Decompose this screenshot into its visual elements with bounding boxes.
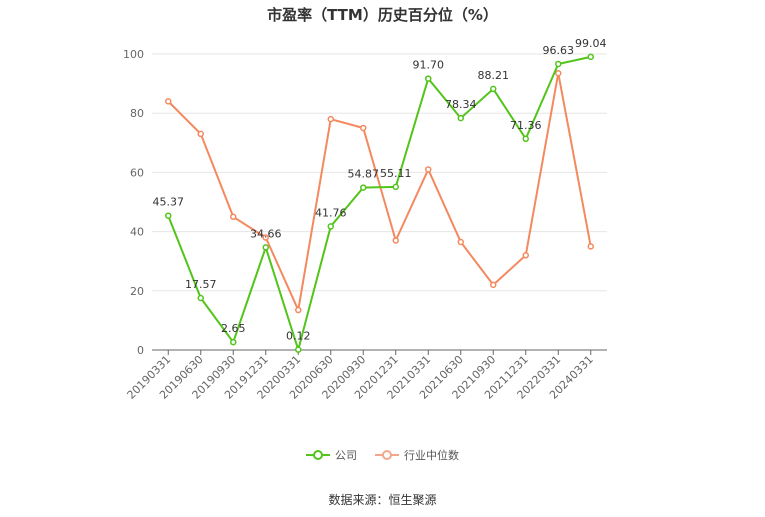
legend-line-icon bbox=[375, 450, 399, 460]
data-point-company bbox=[392, 183, 399, 191]
data-point-industry bbox=[327, 115, 334, 123]
data-label: 45.37 bbox=[153, 196, 185, 209]
series-line-company bbox=[167, 55, 591, 354]
data-point-company bbox=[262, 244, 269, 251]
data-point-industry bbox=[457, 238, 464, 246]
data-point-company bbox=[587, 53, 594, 61]
data-point-industry bbox=[587, 243, 594, 250]
line-chart: 0 20 40 60 80 100 201903312019063020190930201… bbox=[123, 37, 607, 402]
chart-title: 市盈率（TTM）历史百分位（%） bbox=[267, 6, 498, 24]
data-label: 17.57 bbox=[185, 278, 217, 291]
data-point-industry bbox=[230, 213, 237, 221]
series-layer bbox=[165, 53, 594, 354]
data-label: 55.11 bbox=[380, 167, 412, 180]
data-label: 88.21 bbox=[478, 69, 510, 82]
data-point-company bbox=[197, 294, 204, 302]
data-point-company bbox=[295, 346, 302, 353]
y-tick-label: 100 bbox=[123, 48, 144, 61]
data-label: 34.66 bbox=[250, 227, 282, 240]
data-point-industry bbox=[295, 306, 302, 314]
data-label: 2.65 bbox=[221, 322, 246, 335]
data-point-industry bbox=[522, 252, 529, 259]
data-point-industry bbox=[490, 281, 497, 289]
legend-line-icon bbox=[306, 450, 330, 460]
data-point-industry bbox=[262, 234, 269, 241]
data-point-industry bbox=[555, 69, 562, 77]
series-line-industry bbox=[167, 73, 592, 314]
data-point-company bbox=[490, 85, 497, 93]
data-label: 0.12 bbox=[286, 330, 311, 343]
legend-item-company[interactable]: 公司 bbox=[306, 447, 357, 463]
y-axis: 0 20 40 60 80 100 bbox=[123, 48, 144, 357]
data-point-company bbox=[425, 75, 432, 82]
y-tick-label: 0 bbox=[137, 344, 144, 357]
data-point-industry bbox=[165, 98, 172, 105]
data-point-industry bbox=[197, 130, 204, 138]
data-point-company bbox=[555, 60, 562, 68]
legend-item-industry[interactable]: 行业中位数 bbox=[375, 447, 459, 463]
data-label: 99.04 bbox=[575, 37, 607, 50]
data-labels: 45.37 17.57 2.65 34.66 0.12 41.76 54.87 55.11 91… bbox=[153, 37, 607, 343]
data-point-industry bbox=[360, 124, 367, 132]
data-label: 78.34 bbox=[445, 98, 477, 111]
data-point-company bbox=[360, 184, 367, 191]
data-point-industry bbox=[392, 237, 399, 244]
grid-lines bbox=[152, 53, 607, 292]
data-point-industry bbox=[425, 166, 432, 173]
y-tick-label: 60 bbox=[130, 166, 144, 179]
data-label: 71.36 bbox=[510, 119, 542, 132]
data-label: 41.76 bbox=[315, 206, 347, 219]
y-tick-label: 20 bbox=[130, 285, 144, 298]
data-point-company bbox=[230, 338, 237, 346]
data-point-company bbox=[327, 223, 334, 230]
data-label: 54.87 bbox=[348, 168, 380, 181]
legend: 公司 行业中位数 bbox=[0, 447, 765, 463]
data-source: 数据来源：恒生聚源 bbox=[328, 493, 437, 507]
data-point-company bbox=[522, 135, 529, 143]
y-tick-label: 80 bbox=[130, 107, 144, 120]
data-point-company bbox=[457, 114, 464, 122]
data-point-company bbox=[165, 212, 172, 219]
legend-label-industry: 行业中位数 bbox=[404, 449, 459, 462]
x-axis: 2019033120190630201909302019123120200331… bbox=[125, 349, 607, 402]
y-tick-label: 40 bbox=[130, 226, 144, 239]
data-label: 96.63 bbox=[543, 44, 575, 57]
legend-label-company: 公司 bbox=[335, 449, 357, 462]
data-label: 91.70 bbox=[413, 59, 445, 72]
